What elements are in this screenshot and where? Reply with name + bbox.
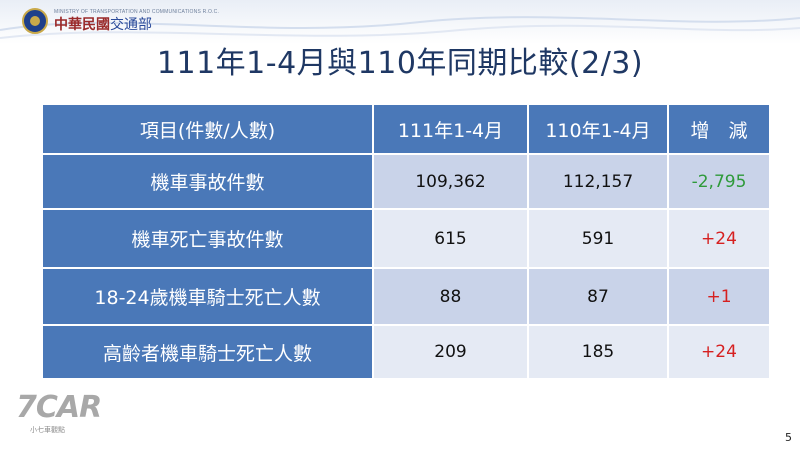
row-110-value: 185 — [527, 324, 669, 380]
watermark-subtitle: 小七車觀點 — [30, 426, 65, 434]
table-row: 18-24歲機車騎士死亡人數 88 87 +1 — [41, 267, 771, 326]
header-wave-decoration — [0, 16, 800, 39]
comparison-table: 項目(件數/人數) 111年1-4月 110年1-4月 增 減 機車事故件數 1… — [41, 103, 771, 380]
row-111-value: 209 — [372, 324, 529, 380]
table-header-row: 項目(件數/人數) 111年1-4月 110年1-4月 增 減 — [41, 103, 771, 155]
header-band — [0, 0, 800, 44]
header-item: 項目(件數/人數) — [41, 103, 374, 155]
row-item: 高齡者機車騎士死亡人數 — [41, 324, 374, 380]
row-110-value: 591 — [527, 208, 669, 269]
row-diff-value: +24 — [667, 324, 771, 380]
table-row: 高齡者機車騎士死亡人數 209 185 +24 — [41, 324, 771, 380]
watermark-logo: 7CAR 小七車觀點 — [16, 393, 112, 445]
row-item: 18-24歲機車騎士死亡人數 — [41, 267, 374, 326]
header-diff: 增 減 — [667, 103, 771, 155]
row-diff-value: -2,795 — [667, 153, 771, 210]
row-110-value: 112,157 — [527, 153, 669, 210]
table-row: 機車死亡事故件數 615 591 +24 — [41, 208, 771, 269]
row-diff-value: +24 — [667, 208, 771, 269]
org-country-name: 中華民國 — [54, 17, 110, 33]
header-111: 111年1-4月 — [372, 103, 529, 155]
header-110: 110年1-4月 — [527, 103, 669, 155]
ministry-seal-icon — [22, 8, 48, 34]
org-english-name: MINISTRY OF TRANSPORTATION AND COMMUNICA… — [54, 9, 220, 15]
row-diff-value: +1 — [667, 267, 771, 326]
row-111-value: 88 — [372, 267, 529, 326]
table-row: 機車事故件數 109,362 112,157 -2,795 — [41, 153, 771, 210]
org-ministry-name: 交通部 — [110, 17, 152, 33]
row-item: 機車死亡事故件數 — [41, 208, 374, 269]
page-number: 5 — [785, 431, 792, 444]
watermark-mark: 7CAR — [16, 390, 102, 425]
row-111-value: 109,362 — [372, 153, 529, 210]
row-111-value: 615 — [372, 208, 529, 269]
row-item: 機車事故件數 — [41, 153, 374, 210]
slide-title: 111年1-4月與110年同期比較(2/3) — [156, 46, 644, 81]
row-110-value: 87 — [527, 267, 669, 326]
org-chinese-name: 中華民國交通部 — [54, 18, 219, 32]
ministry-logo: MINISTRY OF TRANSPORTATION AND COMMUNICA… — [22, 8, 219, 34]
